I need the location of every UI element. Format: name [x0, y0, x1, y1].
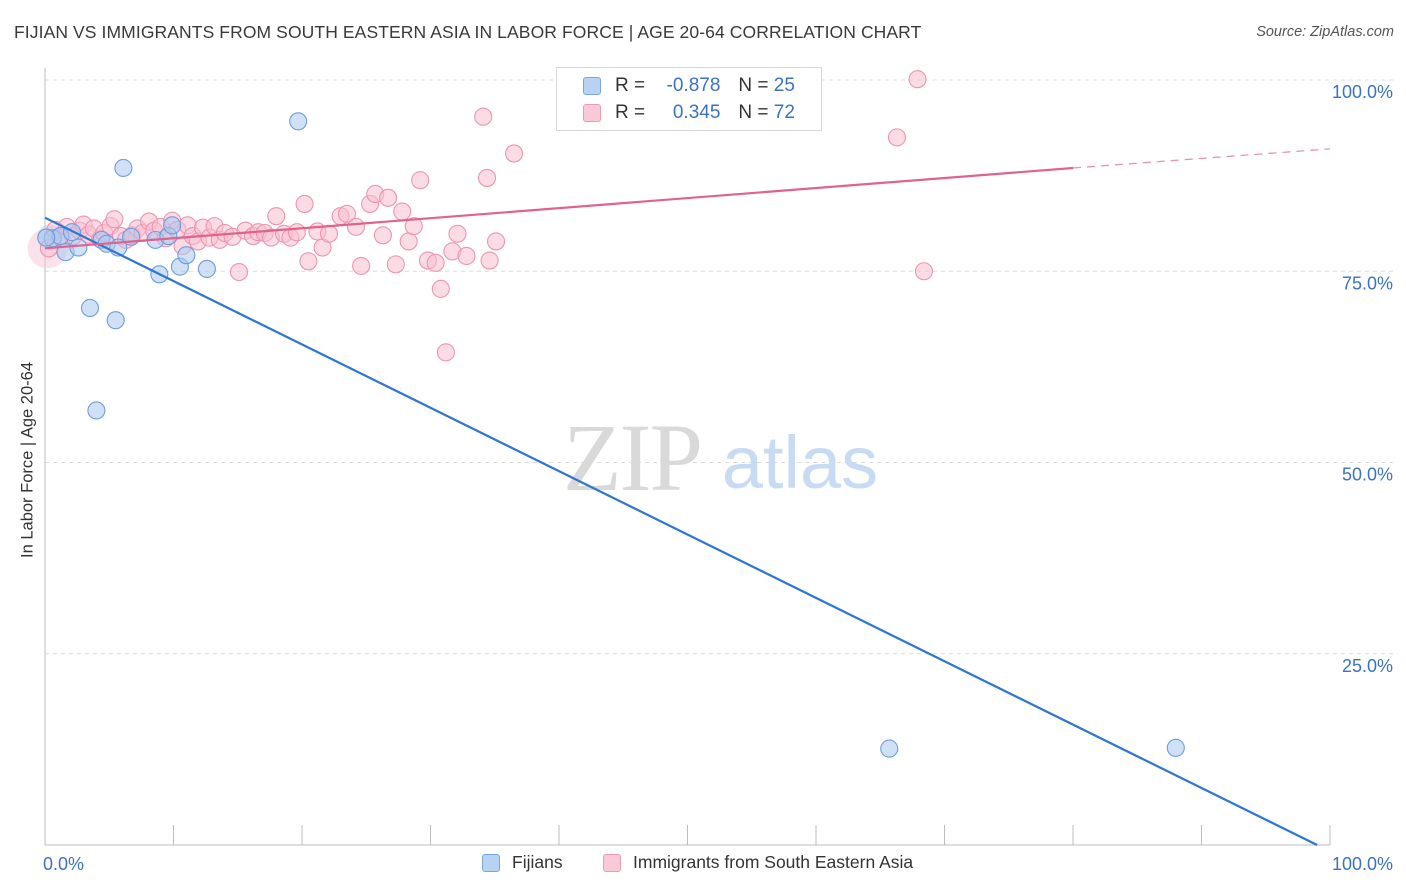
point-immigrants [474, 107, 493, 126]
point-fijians [197, 259, 216, 279]
correlation-legend: R = -0.878 N = 25 R = 0.345 N = 72 [556, 67, 822, 131]
point-fijians [114, 158, 133, 178]
chart-title: FIJIAN VS IMMIGRANTS FROM SOUTH EASTERN … [14, 22, 922, 42]
point-immigrants [477, 168, 497, 187]
axes [44, 68, 1331, 846]
bottom-legend-label-fijians: Fijians [512, 852, 563, 872]
point-immigrants [914, 262, 933, 281]
x-tick-label-min: 0.0% [43, 854, 84, 874]
point-immigrants [287, 223, 306, 242]
point-immigrants [404, 217, 423, 236]
trend-lines [44, 148, 1331, 846]
point-immigrants [373, 226, 393, 245]
watermark-zip: ZIP [563, 404, 701, 511]
y-tick-label: 25.0% [1342, 656, 1393, 676]
point-fijians [106, 311, 125, 330]
legend-r-label: R = [615, 102, 646, 123]
point-immigrants [486, 232, 506, 251]
tick-labels: 25.0% 50.0% 75.0% 100.0% 0.0% 100.0% [43, 82, 1393, 874]
point-fijians [80, 298, 100, 318]
point-fijians [69, 238, 88, 257]
grid-lines [45, 79, 1395, 655]
point-immigrants [504, 144, 524, 163]
point-immigrants [457, 246, 476, 265]
point-immigrants [393, 202, 412, 221]
point-fijians [177, 246, 196, 265]
legend-row-fijians: R = -0.878 N = 25 [583, 74, 795, 98]
bottom-legend-swatch-immigrants [603, 853, 621, 872]
legend-swatch-fijians [583, 77, 601, 95]
legend-r-value-immigrants: 0.345 [672, 102, 721, 123]
point-fijians [37, 228, 56, 247]
point-fijians [163, 216, 182, 235]
bottom-legend-immigrants: Immigrants from South Eastern Asia [603, 852, 913, 873]
legend-n-label: N = [738, 102, 769, 123]
legend-n-value-immigrants: 72 [773, 102, 795, 123]
point-immigrants [436, 343, 455, 362]
trend-line-fijians [44, 216, 1318, 846]
point-immigrants [267, 207, 286, 226]
point-immigrants [887, 128, 907, 147]
point-immigrants [480, 251, 499, 270]
point-immigrants [337, 204, 357, 223]
point-fijians [289, 112, 308, 131]
watermark-atlas: atlas [722, 421, 878, 504]
trend-line-immigrants-extension [1072, 148, 1331, 169]
point-fijians [1166, 738, 1185, 757]
trend-line-immigrants [44, 166, 1074, 250]
point-immigrants [346, 217, 366, 236]
bottom-legend-fijians: Fijians [482, 852, 563, 873]
point-immigrants [431, 279, 450, 298]
point-immigrants [411, 171, 430, 190]
watermark: ZIP atlas [563, 404, 878, 511]
y-tick-label: 50.0% [1342, 465, 1393, 485]
y-tick-label: 100.0% [1332, 82, 1393, 102]
point-immigrants [426, 253, 445, 272]
point-immigrants [386, 255, 405, 274]
bottom-legend-swatch-fijians [482, 853, 500, 872]
point-immigrants [319, 224, 339, 243]
point-immigrants [448, 224, 467, 243]
data-points [27, 70, 1185, 758]
legend-n-value-fijians: 25 [773, 75, 795, 96]
point-immigrants [299, 252, 318, 271]
legend-row-immigrants: R = 0.345 N = 72 [583, 101, 795, 125]
legend-swatch-immigrants [583, 104, 601, 122]
bottom-legend-label-immigrants: Immigrants from South Eastern Asia [633, 852, 914, 872]
point-immigrants [399, 232, 418, 251]
y-axis-label: In Labor Force | Age 20-64 [18, 362, 37, 558]
point-fijians [62, 223, 82, 242]
legend-r-label: R = [615, 75, 646, 96]
point-fijians [880, 739, 899, 758]
point-immigrants [105, 210, 124, 229]
point-immigrants [295, 194, 314, 213]
legend-r-value-fijians: -0.878 [666, 75, 721, 96]
x-tick-label-max: 100.0% [1332, 854, 1393, 874]
source-label: Source: ZipAtlas.com [1256, 24, 1394, 40]
point-immigrants [379, 188, 398, 207]
point-immigrants [229, 262, 249, 282]
y-tick-label: 75.0% [1342, 273, 1393, 293]
point-immigrants [908, 70, 927, 89]
point-immigrants [352, 256, 371, 275]
legend-n-label: N = [738, 75, 769, 96]
point-fijians [87, 401, 106, 420]
